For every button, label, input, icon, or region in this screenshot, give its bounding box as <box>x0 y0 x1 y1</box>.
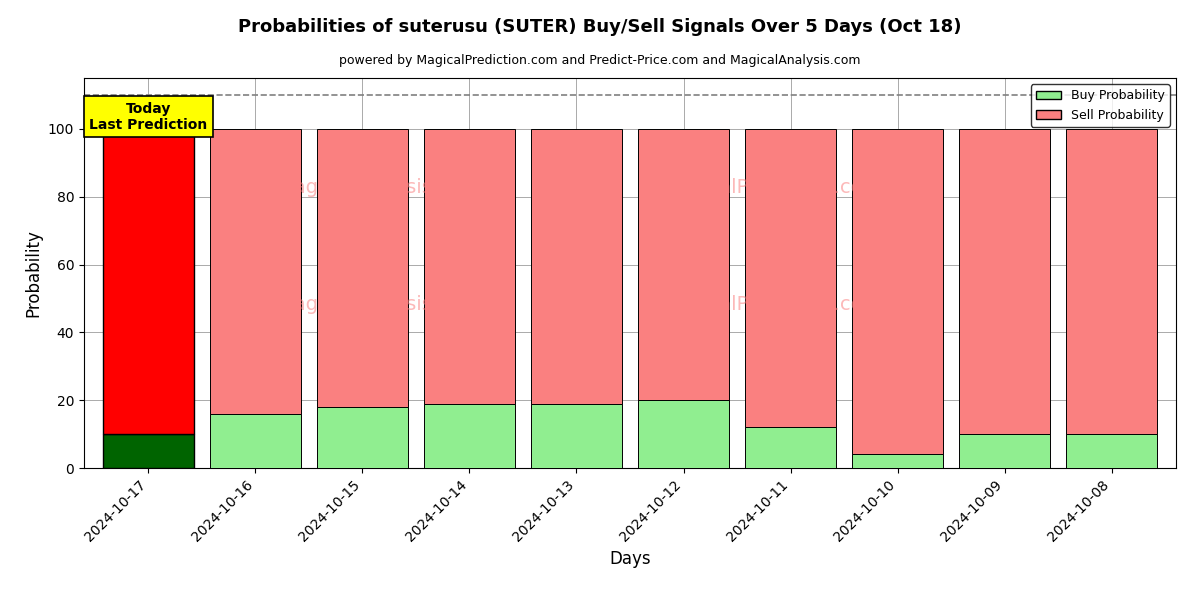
Bar <box>638 129 730 400</box>
Bar <box>103 129 193 434</box>
Bar <box>103 434 193 468</box>
X-axis label: Days: Days <box>610 550 650 568</box>
Bar <box>959 129 1050 434</box>
Y-axis label: Probability: Probability <box>24 229 42 317</box>
Legend: Buy Probability, Sell Probability: Buy Probability, Sell Probability <box>1031 84 1170 127</box>
Bar <box>852 454 943 468</box>
Bar <box>210 414 301 468</box>
Bar <box>317 407 408 468</box>
Bar <box>745 129 836 427</box>
Bar <box>424 404 515 468</box>
Text: MagicalPrediction.com: MagicalPrediction.com <box>662 178 882 197</box>
Bar <box>424 129 515 404</box>
Bar <box>530 129 622 404</box>
Bar <box>745 427 836 468</box>
Text: powered by MagicalPrediction.com and Predict-Price.com and MagicalAnalysis.com: powered by MagicalPrediction.com and Pre… <box>340 54 860 67</box>
Text: MagicalPrediction.com: MagicalPrediction.com <box>662 295 882 314</box>
Text: Probabilities of suterusu (SUTER) Buy/Sell Signals Over 5 Days (Oct 18): Probabilities of suterusu (SUTER) Buy/Se… <box>239 18 961 36</box>
Bar <box>638 400 730 468</box>
Text: Today
Last Prediction: Today Last Prediction <box>89 102 208 132</box>
Bar <box>530 404 622 468</box>
Bar <box>210 129 301 414</box>
Bar <box>959 434 1050 468</box>
Text: MagicalAnalysis.com: MagicalAnalysis.com <box>277 178 480 197</box>
Bar <box>317 129 408 407</box>
Text: MagicalAnalysis.com: MagicalAnalysis.com <box>277 295 480 314</box>
Bar <box>1067 434 1157 468</box>
Bar <box>1067 129 1157 434</box>
Bar <box>852 129 943 454</box>
